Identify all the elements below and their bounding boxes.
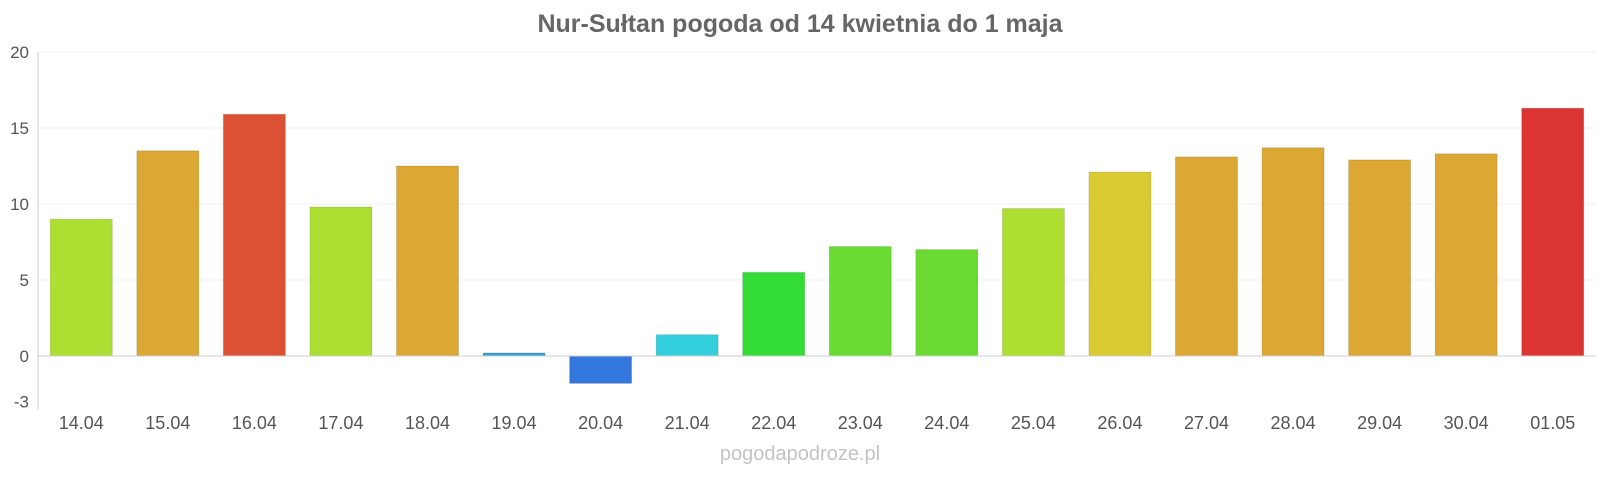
x-tick-label: 30.04 [1444,413,1489,433]
y-tick-label: 15 [10,119,29,138]
x-tick-label: 23.04 [838,413,883,433]
bar [742,271,806,357]
x-tick-label: 18.04 [405,413,450,433]
bar [1175,156,1238,357]
x-tick-label: 22.04 [751,413,796,433]
bar [828,246,892,357]
y-tick-label: 0 [20,347,29,366]
y-tick-label: 20 [10,43,29,62]
axes [37,52,1596,410]
x-tick-label: 21.04 [665,413,710,433]
y-axis-ticks: -3 0 5 10 15 20 [10,43,29,412]
y-tick-label: 10 [10,195,29,214]
x-tick-label: 29.04 [1357,413,1402,433]
y-tick-label: -3 [14,393,29,412]
bar [915,249,979,357]
bar [1348,159,1412,357]
bar [1261,147,1325,357]
x-tick-label: 01.05 [1530,413,1575,433]
x-tick-label: 16.04 [232,413,277,433]
x-tick-label: 17.04 [318,413,363,433]
bar [1088,171,1152,357]
x-tick-label: 14.04 [59,413,104,433]
x-tick-label: 27.04 [1184,413,1229,433]
bar [1434,153,1498,357]
bars [49,107,1585,384]
bar [655,334,719,357]
x-tick-label: 19.04 [492,413,537,433]
x-axis-ticks: 14.04 15.04 16.04 17.04 18.04 19.04 20.04 21.04… [59,413,1575,433]
x-tick-label: 24.04 [924,413,969,433]
x-tick-label: 20.04 [578,413,623,433]
bar [1521,107,1585,357]
y-tick-label: 5 [20,271,29,290]
x-tick-label: 25.04 [1011,413,1056,433]
bar [222,113,286,357]
x-tick-label: 15.04 [145,413,190,433]
bar [569,355,633,384]
bar [1001,208,1065,357]
bar [396,165,459,357]
bar [309,206,373,357]
bar [49,218,113,357]
watermark: pogodapodroze.pl [720,443,880,465]
bar [136,150,200,357]
x-tick-label: 28.04 [1271,413,1316,433]
chart-title: Nur-Sułtan pogoda od 14 kwietnia do 1 ma… [537,10,1063,38]
x-tick-label: 26.04 [1097,413,1142,433]
grid [38,51,1596,281]
